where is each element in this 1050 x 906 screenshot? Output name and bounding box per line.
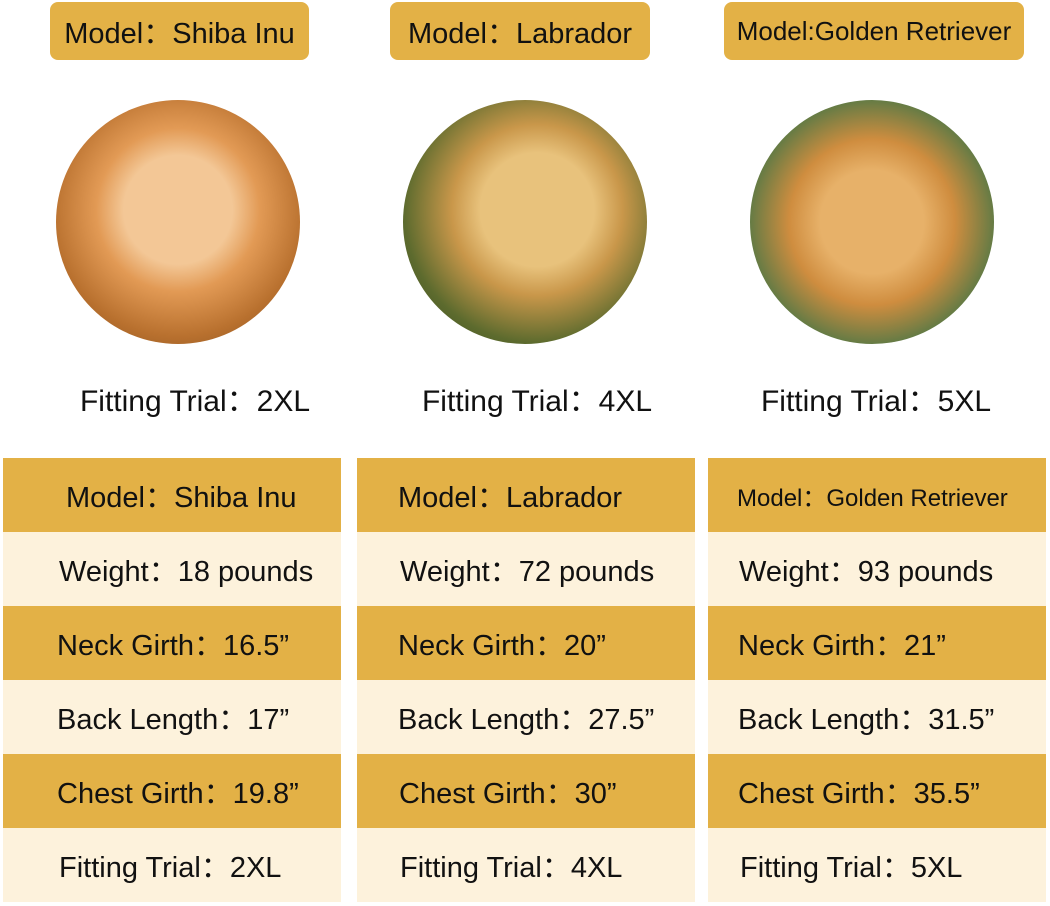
shiba-inu-photo [56,100,300,344]
golden-retriever-photo [750,100,994,344]
fitting-trial-labrador: Fitting Trial：4XL [421,385,653,418]
spec-back-length: Back Length：27.5” [357,680,695,754]
spec-fitting-trial: Fitting Trial：5XL [708,828,1046,902]
spec-back-length: Back Length：17” [3,680,341,754]
spec-neck-girth: Neck Girth：20” [357,606,695,680]
spec-model-text: Model：Golden Retriever [737,484,1008,512]
spec-fitting-trial: Fitting Trial：2XL [3,828,341,902]
spec-neck-girth: Neck Girth：16.5” [3,606,341,680]
model-label-labrador: Model：Labrador [390,2,650,60]
spec-model: Model：Labrador [357,458,695,532]
spec-chest-girth: Chest Girth：35.5” [708,754,1046,828]
spec-model: Model：Shiba Inu [3,458,341,532]
spec-model: Model：Golden Retriever [708,458,1046,532]
spec-table-shiba: Model：Shiba Inu Weight：18 pounds Neck Gi… [3,458,341,902]
spec-fitting-trial: Fitting Trial：4XL [357,828,695,902]
spec-neck-girth: Neck Girth：21” [708,606,1046,680]
model-label-golden: Model:Golden Retriever [724,2,1024,60]
labrador-photo [403,100,647,344]
spec-chest-girth: Chest Girth：19.8” [3,754,341,828]
fitting-trial-shiba: Fitting Trial：2XL [79,385,311,418]
spec-table-golden: Model：Golden Retriever Weight：93 pounds … [708,458,1046,902]
fitting-trial-golden: Fitting Trial：5XL [760,385,992,418]
spec-chest-girth: Chest Girth：30” [357,754,695,828]
spec-weight: Weight：18 pounds [3,532,341,606]
spec-back-length: Back Length：31.5” [708,680,1046,754]
spec-weight: Weight：93 pounds [708,532,1046,606]
model-label-shiba: Model：Shiba Inu [50,2,309,60]
spec-table-labrador: Model：Labrador Weight：72 pounds Neck Gir… [357,458,695,902]
spec-weight: Weight：72 pounds [357,532,695,606]
